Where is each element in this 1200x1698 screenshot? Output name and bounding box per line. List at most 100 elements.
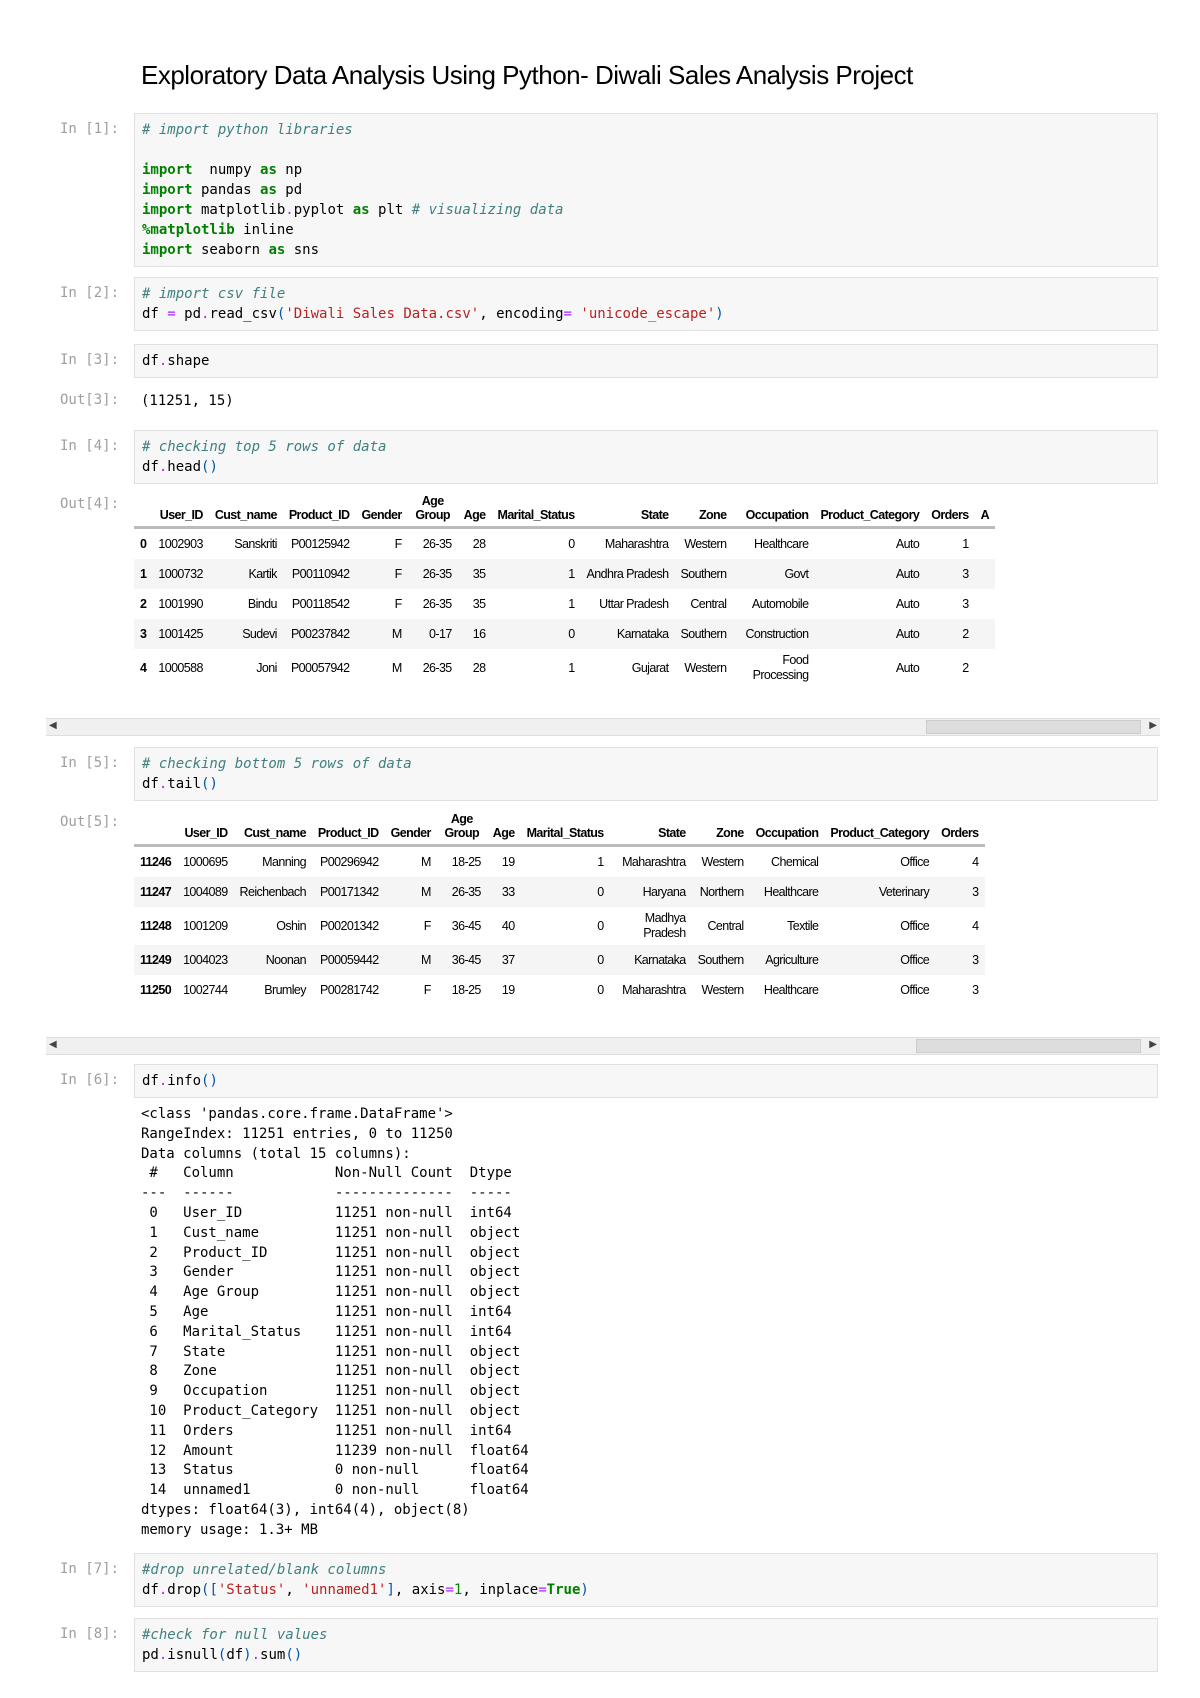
table-row: 4 1000588 Joni P00057942 M 26-35 28 1 Gujarat Wes… xyxy=(134,649,995,687)
code-editor[interactable]: #drop unrelated/blank columns df.drop(['S… xyxy=(142,1560,1150,1600)
code-line: %matplotlib inline xyxy=(142,220,1150,240)
code-cell[interactable]: df.shape xyxy=(134,344,1158,378)
code-line: df.head() xyxy=(142,457,1150,477)
code-editor[interactable]: # import csv file df = pd.read_csv('Diwal… xyxy=(142,284,1150,324)
table-cell xyxy=(975,649,995,687)
code-cell[interactable]: #check for null values pd.isnull(df).sum(… xyxy=(134,1618,1158,1672)
info-line: 10 Product_Category 11251 non-null objec… xyxy=(141,1402,529,1419)
code-token: . xyxy=(158,776,168,792)
column-header: Cust_name xyxy=(208,490,283,529)
code-token: #drop unrelated/blank columns xyxy=(142,1562,387,1578)
table-cell: 4 xyxy=(972,855,979,869)
code-token: drop xyxy=(167,1582,202,1598)
table-row: 11246 1000695 Manning P00296942 M 18-25 19 1 Mah… xyxy=(134,846,985,878)
info-line: Data columns (total 15 columns): xyxy=(141,1145,411,1162)
scroll-right-icon[interactable]: ▶ xyxy=(1149,1039,1157,1050)
table-cell: 28 xyxy=(472,661,486,675)
code-line: df.info() xyxy=(142,1071,1150,1091)
in-prompt: In [3]: xyxy=(60,352,120,368)
column-header: Age Group xyxy=(436,808,487,847)
info-output: <class 'pandas.core.frame.DataFrame'> Ran… xyxy=(141,1105,529,1541)
row-index: 2 xyxy=(140,597,147,611)
code-token: = xyxy=(445,1582,454,1598)
code-editor[interactable]: # checking top 5 rows of data df.head() xyxy=(142,437,1150,477)
tail-table-scrollbar[interactable]: ◀ ▶ xyxy=(46,1037,1160,1055)
code-line: #drop unrelated/blank columns xyxy=(142,1560,1150,1580)
table-cell: P00110942 xyxy=(291,567,350,581)
code-token: 'Status' xyxy=(217,1582,286,1598)
column-header: Occupation xyxy=(749,808,825,847)
table-cell: Textile xyxy=(787,919,819,933)
table-cell: 0 xyxy=(597,919,604,933)
code-editor[interactable]: df.info() xyxy=(142,1071,1150,1091)
table-cell: Office xyxy=(900,919,930,933)
table-cell: F xyxy=(423,919,432,933)
table-cell: Reichenbach xyxy=(239,885,307,899)
table-cell: 16 xyxy=(472,627,486,641)
table-cell: 19 xyxy=(501,983,515,997)
table-cell: 36-45 xyxy=(451,919,482,933)
table-cell: 3 xyxy=(972,885,979,899)
code-cell[interactable]: # checking bottom 5 rows of data df.tail(… xyxy=(134,747,1158,801)
code-line: df = pd.read_csv('Diwali Sales Data.csv'… xyxy=(142,304,1150,324)
code-cell[interactable]: # checking top 5 rows of data df.head() xyxy=(134,430,1158,484)
code-line: # import python libraries xyxy=(142,120,1150,140)
table-cell: 26-35 xyxy=(422,567,453,581)
table-row: 2 1001990 Bindu P00118542 F 26-35 35 1 Uttar Pra… xyxy=(134,589,995,619)
column-header: Age xyxy=(457,490,492,529)
code-token: #check for null values xyxy=(142,1627,328,1643)
table-cell: Karnataka xyxy=(634,953,686,967)
code-token: df xyxy=(142,459,159,475)
table-cell: Kartik xyxy=(248,567,277,581)
table-cell: Automobile xyxy=(751,597,809,611)
column-header: A xyxy=(974,490,996,529)
code-token: pyplot xyxy=(293,202,353,218)
code-cell[interactable]: # import csv file df = pd.read_csv('Diwal… xyxy=(134,277,1158,331)
table-cell: 33 xyxy=(501,885,515,899)
table-cell: 26-35 xyxy=(422,661,453,675)
code-cell[interactable]: df.info() xyxy=(134,1064,1158,1098)
code-editor[interactable]: # import python libraries import numpy a… xyxy=(142,120,1150,260)
code-editor[interactable]: # checking bottom 5 rows of data df.tail(… xyxy=(142,754,1150,794)
column-header: Marital_Status xyxy=(491,490,581,529)
notebook-title: Exploratory Data Analysis Using Python- … xyxy=(141,60,913,90)
table-cell: P00057942 xyxy=(290,661,350,675)
info-line: memory usage: 1.3+ MB xyxy=(141,1521,319,1538)
info-line: 2 Product_ID 11251 non-null object xyxy=(141,1244,529,1261)
table-cell: Maharashtra xyxy=(622,983,686,997)
column-header: User_ID xyxy=(177,808,234,847)
info-line: 11 Orders 11251 non-null int64 xyxy=(141,1422,529,1439)
table-cell: 0 xyxy=(597,983,604,997)
code-cell[interactable]: # import python libraries import numpy a… xyxy=(134,113,1158,267)
code-token: # checking bottom 5 rows of data xyxy=(142,756,412,772)
scroll-thumb[interactable] xyxy=(926,720,1141,734)
code-editor[interactable]: df.shape xyxy=(142,351,1150,371)
column-header: User_ID xyxy=(152,490,209,529)
row-index: 11249 xyxy=(140,953,172,967)
in-prompt: In [8]: xyxy=(60,1626,120,1642)
table-cell: 18-25 xyxy=(451,855,482,869)
table-cell: P00171342 xyxy=(320,885,379,899)
scroll-left-icon[interactable]: ◀ xyxy=(49,720,57,731)
table-cell: Southern xyxy=(697,953,745,967)
table-cell: 1004023 xyxy=(183,953,228,967)
output-shape: (11251, 15) xyxy=(141,393,234,409)
column-header: Orders xyxy=(925,490,975,529)
code-token: # import python libraries xyxy=(142,122,353,138)
scroll-left-icon[interactable]: ◀ xyxy=(49,1039,57,1050)
code-token: read_csv xyxy=(209,306,277,322)
scroll-thumb[interactable] xyxy=(916,1039,1141,1053)
code-token: True xyxy=(546,1582,581,1598)
column-header: State xyxy=(609,808,692,847)
code-token: df xyxy=(226,1647,244,1663)
code-token: . xyxy=(201,306,210,322)
table-cell: Office xyxy=(900,953,930,967)
code-token: pd xyxy=(175,306,202,322)
scroll-right-icon[interactable]: ▶ xyxy=(1149,720,1157,731)
code-token: ) xyxy=(243,1647,252,1663)
table-cell: F xyxy=(394,567,403,581)
table-cell: P00237842 xyxy=(290,627,350,641)
code-cell[interactable]: #drop unrelated/blank columns df.drop(['S… xyxy=(134,1553,1158,1607)
code-editor[interactable]: #check for null values pd.isnull(df).sum(… xyxy=(142,1625,1150,1665)
head-table-scrollbar[interactable]: ◀ ▶ xyxy=(46,718,1160,736)
